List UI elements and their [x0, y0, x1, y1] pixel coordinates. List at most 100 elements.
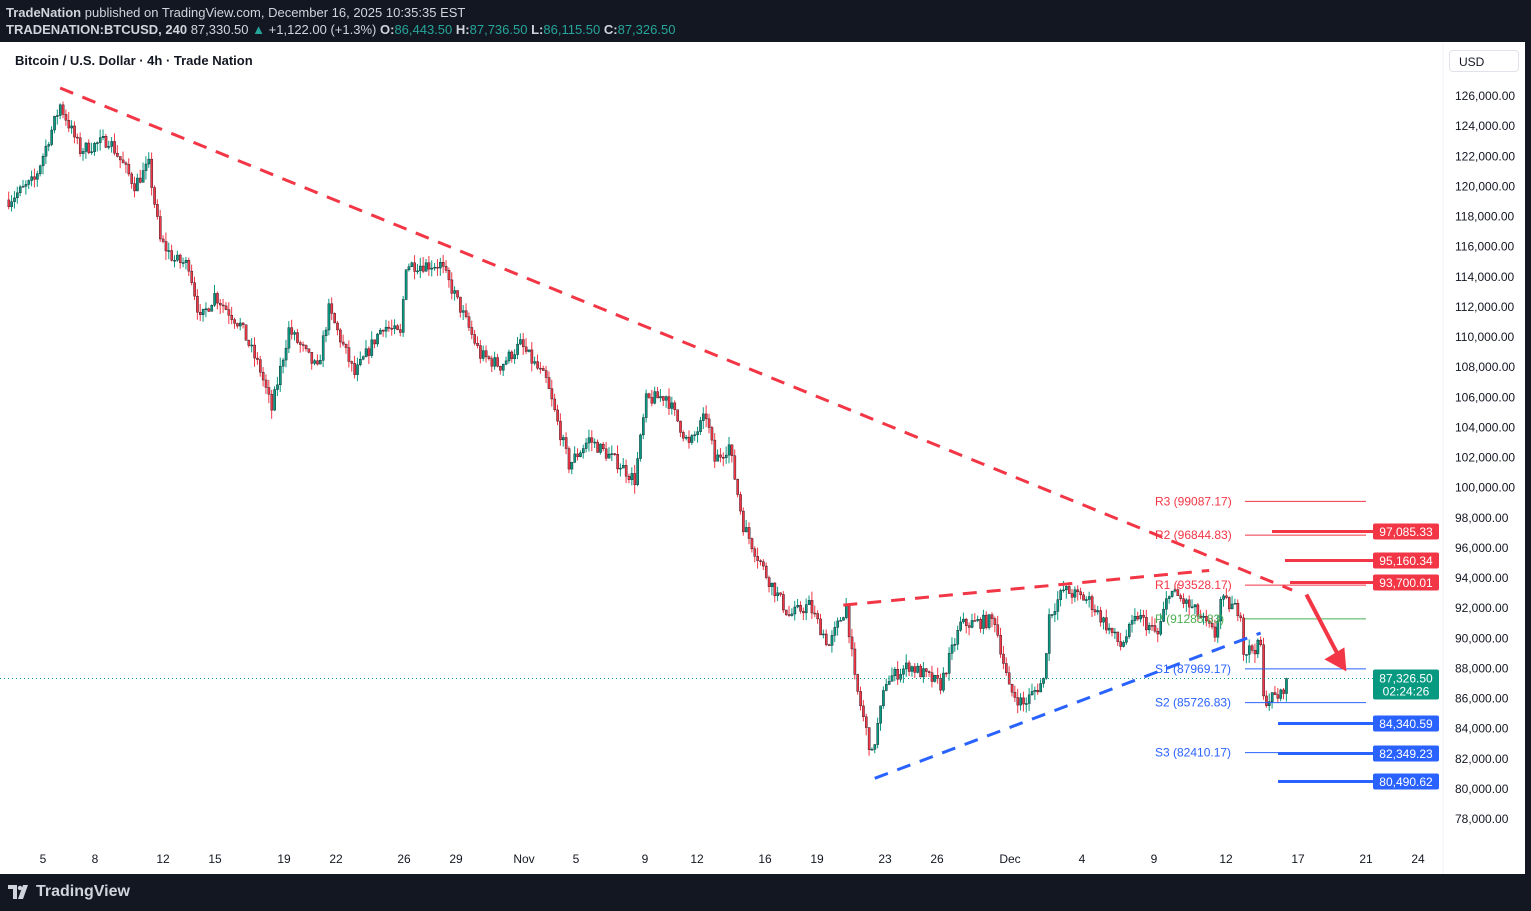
candle — [1205, 609, 1208, 627]
candle-body — [401, 299, 405, 333]
candle-body — [627, 476, 631, 480]
candle — [244, 324, 248, 341]
level-tag-resistance — [1373, 574, 1439, 591]
candle-body — [359, 358, 362, 365]
candle-body — [430, 267, 434, 270]
candle-body — [976, 619, 980, 621]
trendline-downtrend — [59, 86, 1293, 592]
candle — [784, 609, 788, 617]
candle-body — [44, 145, 48, 157]
candle-body — [181, 262, 185, 264]
candle-body — [836, 620, 840, 628]
candle — [1265, 690, 1268, 708]
candle-body — [827, 644, 831, 646]
candle — [1145, 609, 1148, 636]
candle — [536, 354, 539, 370]
candle-body — [396, 325, 399, 330]
candle — [1013, 685, 1017, 702]
candle-body — [722, 457, 725, 459]
price-tick-label: 110,000.00 — [1455, 330, 1514, 344]
candle-body — [199, 312, 202, 315]
publisher-name[interactable]: TradeNation — [6, 5, 82, 20]
candle — [684, 434, 688, 441]
candle — [130, 172, 134, 189]
candle — [1156, 627, 1160, 643]
candle-body — [281, 359, 285, 367]
candle — [965, 617, 968, 634]
candle — [1167, 595, 1171, 604]
last-price-tag — [1373, 669, 1439, 700]
candle-body — [490, 358, 494, 367]
candle — [1162, 601, 1165, 623]
open-label: O: — [379, 22, 395, 37]
candle-body — [604, 448, 608, 459]
currency-button[interactable]: USD — [1449, 50, 1519, 72]
candle-body — [839, 620, 842, 622]
level-tag-support — [1373, 715, 1439, 732]
candle — [481, 345, 485, 362]
candle — [230, 306, 234, 325]
candle — [459, 296, 462, 318]
candle — [1270, 692, 1274, 709]
candle-body — [667, 396, 671, 409]
candle — [316, 354, 319, 366]
candle-body — [747, 527, 751, 539]
level-tag-label: 93,700.01 — [1379, 576, 1433, 590]
forecast-arrow-shaft — [1304, 593, 1343, 661]
pivot-label-s2: S2 (85726.83) — [1155, 696, 1231, 710]
candle-body — [542, 368, 545, 371]
candle-body — [673, 402, 677, 410]
candle-body — [573, 453, 577, 463]
candle — [281, 357, 285, 374]
candle-body — [1076, 589, 1080, 593]
price-chart[interactable]: 78,000.00 80,000.00 82,000.00 84,000.00 86,0… — [0, 42, 1525, 874]
candle-body — [1036, 690, 1040, 693]
candle — [424, 258, 428, 272]
candle-body — [110, 141, 113, 147]
candle-body — [473, 334, 477, 344]
candle-body — [1202, 615, 1205, 618]
candle — [627, 473, 631, 484]
candle-body — [450, 279, 454, 294]
candle-body — [1030, 691, 1034, 696]
candle-body — [38, 165, 42, 174]
candle-body — [1013, 691, 1017, 698]
candle-body — [1147, 625, 1151, 631]
candle-body — [1273, 692, 1277, 695]
candle — [724, 446, 728, 464]
candle — [210, 304, 214, 312]
candle-body — [1045, 653, 1048, 679]
candle-body — [513, 354, 517, 359]
level-tag-resistance — [1373, 523, 1439, 540]
candle-body — [496, 357, 499, 367]
candle — [510, 350, 514, 363]
candle-body — [899, 674, 902, 680]
candle-body — [387, 326, 391, 329]
chart-pane[interactable]: 78,000.00 80,000.00 82,000.00 84,000.00 86,0… — [0, 42, 1525, 874]
low-value: 86,115.50 — [543, 22, 601, 37]
time-tick-label: 19 — [277, 852, 291, 866]
close-value: 87,326.50 — [617, 22, 676, 37]
price-tick-label: 108,000.00 — [1455, 360, 1515, 374]
candle-body — [553, 398, 557, 411]
tradingview-logo[interactable]: TradingView — [8, 883, 130, 901]
candle-body — [999, 635, 1002, 655]
candle-body — [687, 436, 691, 443]
candle — [101, 129, 105, 141]
candle-body — [147, 158, 151, 165]
candle — [747, 522, 751, 545]
candle — [1153, 618, 1157, 633]
candle-body — [865, 716, 868, 728]
candle — [153, 185, 156, 208]
candle — [499, 365, 502, 375]
time-tick-label: 12 — [1219, 852, 1233, 866]
candle — [104, 134, 108, 149]
candle-body — [656, 391, 659, 399]
price-tick-label: 100,000.00 — [1455, 481, 1515, 495]
candle-body — [933, 675, 937, 682]
candle-body — [296, 332, 299, 343]
candle-body — [630, 473, 634, 480]
time-tick-label: 29 — [449, 852, 463, 866]
candle-body — [707, 418, 711, 428]
candle-body — [1182, 598, 1185, 604]
